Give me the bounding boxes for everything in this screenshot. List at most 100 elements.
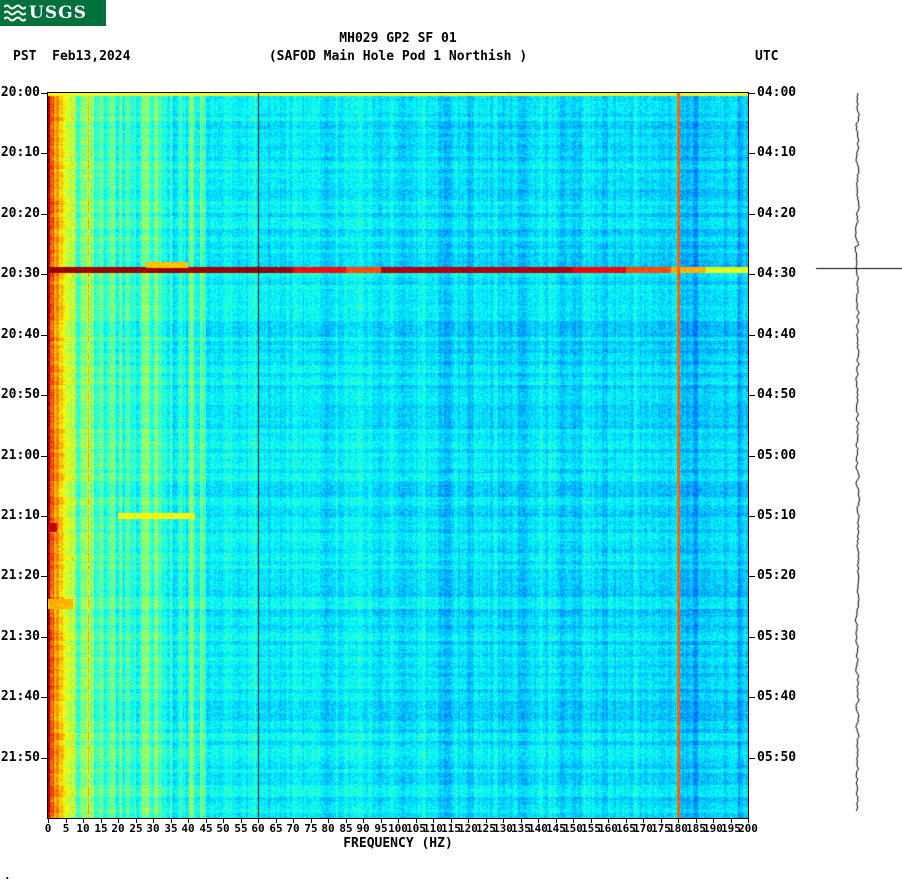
footer-mark: . [4, 869, 11, 882]
freq-tick-label: 40 [181, 822, 195, 835]
utc-tick-mark [749, 758, 755, 759]
pst-tick-label: 20:30 [0, 266, 40, 281]
freq-tick-label: 70 [286, 822, 300, 835]
freq-tick-label: 125 [476, 822, 496, 835]
freq-tick-label: 85 [339, 822, 353, 835]
freq-tick-label: 15 [94, 822, 108, 835]
freq-tick-mark [363, 819, 364, 823]
freq-tick-mark [346, 819, 347, 823]
pst-tick-mark [41, 758, 47, 759]
utc-tick-label: 04:40 [757, 327, 797, 342]
spectrogram-canvas [47, 92, 749, 819]
utc-tick-label: 04:20 [757, 206, 797, 221]
freq-tick-mark [276, 819, 277, 823]
freq-tick-mark [188, 819, 189, 823]
pst-tick-mark [41, 395, 47, 396]
usgs-header: USGS [0, 0, 106, 26]
freq-tick-mark [731, 819, 732, 823]
freq-tick-label: 195 [721, 822, 741, 835]
freq-tick-label: 25 [129, 822, 143, 835]
utc-tick-label: 05:40 [757, 689, 797, 704]
freq-tick-label: 170 [633, 822, 653, 835]
frequency-axis-label: FREQUENCY (HZ) [343, 836, 453, 851]
utc-tick-mark [749, 274, 755, 275]
freq-tick-label: 10 [76, 822, 90, 835]
freq-tick-label: 35 [164, 822, 178, 835]
usgs-wave-icon [4, 3, 26, 23]
freq-tick-mark [468, 819, 469, 823]
pst-tick-mark [41, 274, 47, 275]
pst-tick-label: 21:30 [0, 629, 40, 644]
freq-tick-label: 130 [493, 822, 513, 835]
freq-tick-label: 155 [581, 822, 601, 835]
utc-tick-mark [749, 576, 755, 577]
station-subtitle: (SAFOD Main Hole Pod 1 Northish ) [268, 49, 528, 64]
utc-tick-label: 05:30 [757, 629, 797, 644]
freq-tick-mark [153, 819, 154, 823]
freq-tick-label: 160 [598, 822, 618, 835]
usgs-logo-text: USGS [29, 3, 87, 23]
freq-tick-mark [66, 819, 67, 823]
freq-tick-mark [381, 819, 382, 823]
freq-tick-mark [48, 819, 49, 823]
pst-tick-mark [41, 637, 47, 638]
freq-tick-mark [206, 819, 207, 823]
freq-tick-mark [713, 819, 714, 823]
freq-tick-label: 145 [546, 822, 566, 835]
freq-tick-mark [591, 819, 592, 823]
utc-tick-mark [749, 214, 755, 215]
freq-tick-mark [398, 819, 399, 823]
freq-tick-label: 185 [686, 822, 706, 835]
station-title: MH029 GP2 SF 01 [339, 31, 457, 46]
utc-tick-label: 04:00 [757, 85, 797, 100]
pst-tick-label: 20:00 [0, 85, 40, 100]
utc-tick-label: 05:00 [757, 448, 797, 463]
seismogram-trace-canvas [810, 92, 902, 818]
utc-tick-label: 05:50 [757, 750, 797, 765]
utc-tick-mark [749, 456, 755, 457]
utc-tick-mark [749, 335, 755, 336]
freq-tick-mark [678, 819, 679, 823]
freq-tick-mark [748, 819, 749, 823]
pst-tick-mark [41, 456, 47, 457]
pst-tick-mark [41, 214, 47, 215]
freq-tick-mark [433, 819, 434, 823]
freq-tick-label: 30 [146, 822, 160, 835]
freq-tick-label: 110 [423, 822, 443, 835]
freq-tick-label: 120 [458, 822, 478, 835]
pst-tick-label: 20:20 [0, 206, 40, 221]
freq-tick-mark [293, 819, 294, 823]
freq-tick-mark [696, 819, 697, 823]
freq-tick-mark [521, 819, 522, 823]
freq-tick-mark [101, 819, 102, 823]
freq-tick-label: 20 [111, 822, 125, 835]
freq-tick-mark [118, 819, 119, 823]
freq-tick-mark [503, 819, 504, 823]
pst-tick-label: 20:50 [0, 387, 40, 402]
freq-tick-label: 140 [528, 822, 548, 835]
freq-tick-mark [328, 819, 329, 823]
freq-tick-mark [538, 819, 539, 823]
utc-tick-mark [749, 637, 755, 638]
freq-tick-label: 90 [356, 822, 370, 835]
pst-tick-label: 21:20 [0, 568, 40, 583]
freq-tick-label: 65 [269, 822, 283, 835]
pst-tick-label: 21:50 [0, 750, 40, 765]
freq-tick-mark [241, 819, 242, 823]
freq-tick-mark [486, 819, 487, 823]
freq-tick-label: 180 [668, 822, 688, 835]
utc-tick-mark [749, 395, 755, 396]
freq-tick-mark [661, 819, 662, 823]
pst-tick-mark [41, 153, 47, 154]
freq-tick-mark [608, 819, 609, 823]
freq-tick-mark [416, 819, 417, 823]
freq-tick-label: 135 [511, 822, 531, 835]
pst-date-label: PST Feb13,2024 [13, 49, 131, 64]
pst-tick-label: 21:00 [0, 448, 40, 463]
pst-tick-mark [41, 335, 47, 336]
freq-tick-mark [451, 819, 452, 823]
freq-tick-label: 5 [62, 822, 70, 835]
freq-tick-mark [258, 819, 259, 823]
freq-tick-label: 100 [388, 822, 408, 835]
